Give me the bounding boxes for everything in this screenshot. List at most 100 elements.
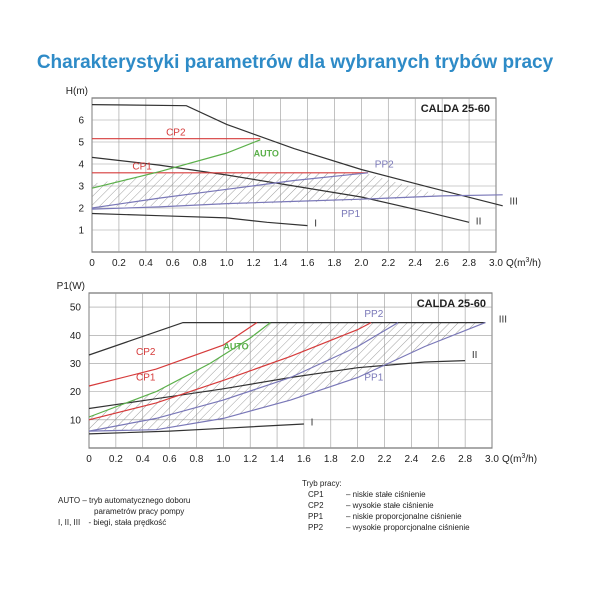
- series-label-auto: AUTO: [254, 148, 279, 158]
- legend-mode-item: PP2 – wysokie proporcjonalne ciśnienie: [302, 522, 470, 533]
- x-tick-label: 2.0: [351, 454, 365, 465]
- legend-speeds-row: I, II, III - biegi, stała prędkość: [58, 517, 190, 528]
- legend-left: AUTO – tryb automatycznego doboru parame…: [58, 495, 190, 528]
- series-line-cp1: [88, 322, 372, 421]
- legend-speeds-text: - biegi, stała prędkość: [88, 518, 167, 527]
- legend-mode-item: CP1 – niskie stałe ciśnienie: [302, 489, 470, 500]
- series-label-i: I: [311, 417, 314, 428]
- y-tick-label: 10: [70, 415, 82, 426]
- x-tick-label: 1.2: [247, 258, 261, 269]
- series-line-ii: [91, 156, 470, 223]
- legend-mode-key: CP1: [308, 490, 324, 499]
- x-tick-label: 3.0: [489, 258, 503, 269]
- x-tick-label: 1.0: [220, 258, 234, 269]
- series-line-pp2: [91, 172, 369, 209]
- y-tick-label: 5: [78, 138, 84, 149]
- series-line-i: [88, 423, 304, 435]
- legend-mode-key: CP2: [308, 501, 324, 510]
- x-tick-label: 0.2: [109, 454, 123, 465]
- legend-speeds-key: I, II, III: [58, 518, 81, 527]
- x-tick-label: 1.0: [216, 454, 230, 465]
- x-tick-label: 0.6: [163, 454, 177, 465]
- x-tick-label: 3.0: [485, 454, 499, 465]
- y-tick-label: 40: [70, 331, 82, 342]
- series-label-cp1: CP1: [136, 372, 156, 383]
- legend-mode-text: – wysokie stałe ciśnienie: [346, 501, 434, 510]
- y-tick-label: 20: [70, 387, 82, 398]
- y-axis-label: H(m): [66, 86, 88, 97]
- y-tick-label: 3: [78, 182, 84, 193]
- series-label-pp2: PP2: [375, 159, 394, 170]
- legend-auto-key: AUTO: [58, 496, 81, 505]
- x-tick-label: 0.8: [193, 258, 207, 269]
- legend-auto-text2-row: parametrów pracy pompy: [58, 506, 190, 517]
- y-tick-label: 4: [78, 160, 84, 171]
- x-axis-label: Q(m3/h): [506, 257, 541, 269]
- series-line-auto: [91, 139, 261, 189]
- chart-head-flow: 0 0.2 0.4 0.6 0.8 1.0 1.2 1.4 1.6 1.8 2.0 2.2 2.4 2.6…: [66, 86, 541, 269]
- series-line-cp2: [88, 322, 258, 387]
- x-tick-label: 2.8: [462, 258, 476, 269]
- series-label-cp1: CP1: [132, 162, 152, 173]
- x-tick-label: 1.8: [324, 454, 338, 465]
- x-tick-label: 2.8: [458, 454, 472, 465]
- y-tick-label: 1: [78, 226, 84, 237]
- x-tick-label: 2.6: [435, 258, 449, 269]
- x-tick-label: 1.4: [274, 258, 288, 269]
- x-tick-label: 0.4: [139, 258, 153, 269]
- operating-area-hatch: [92, 172, 503, 207]
- chart-title: CALDA 25-60: [417, 298, 486, 310]
- y-tick-label: 30: [70, 359, 82, 370]
- x-tick-label: 0.8: [190, 454, 204, 465]
- legend-auto-text: – tryb automatycznego doboru: [82, 496, 191, 505]
- x-tick-label: 2.6: [431, 454, 445, 465]
- legend-mode-text: – wysokie proporcjonalne ciśnienie: [346, 523, 470, 532]
- series-label-ii: II: [476, 217, 482, 228]
- series-label-i: I: [314, 219, 317, 230]
- series-label-pp2: PP2: [364, 309, 383, 320]
- series-label-ii: II: [472, 350, 478, 361]
- series-line-iii: [88, 322, 486, 356]
- legend-right: Tryb pracy: CP1– niskie stałe ciśnienie C…: [302, 478, 470, 533]
- legend-mode-item: CP2 – wysokie stałe ciśnienie: [302, 500, 470, 511]
- x-tick-label: 0.6: [166, 258, 180, 269]
- legend-mode-title: Tryb pracy:: [302, 479, 342, 488]
- chart-title: CALDA 25-60: [421, 103, 490, 115]
- operating-area-hatch: [89, 322, 486, 432]
- series-line-pp2: [88, 322, 399, 432]
- x-tick-label: 0.2: [112, 258, 126, 269]
- series-label-iii: III: [499, 315, 507, 326]
- series-label-cp2: CP2: [136, 347, 156, 358]
- y-tick-label: 6: [78, 116, 84, 127]
- x-tick-label: 1.4: [270, 454, 284, 465]
- x-tick-label: 1.2: [243, 454, 257, 465]
- legend-mode-text: – niskie stałe ciśnienie: [346, 490, 426, 499]
- x-tick-label: 2.2: [381, 258, 395, 269]
- series-label-iii: III: [509, 197, 517, 208]
- series-line-pp1: [91, 194, 503, 210]
- x-tick-label: 2.2: [378, 454, 392, 465]
- legend-mode-key: PP2: [308, 523, 324, 532]
- y-axis-label: P1(W): [57, 281, 85, 292]
- x-tick-label: 0.4: [136, 454, 150, 465]
- series-label-pp1: PP1: [341, 209, 360, 220]
- legend-mode-text: – niskie proporcjonalne ciśnienie: [346, 512, 462, 521]
- y-tick-label: 50: [70, 303, 82, 314]
- x-tick-label: 1.6: [297, 454, 311, 465]
- series-label-pp1: PP1: [364, 372, 383, 383]
- x-tick-label: 1.6: [301, 258, 315, 269]
- series-line-pp1: [88, 322, 486, 432]
- x-tick-label: 2.4: [408, 258, 422, 269]
- series-label-auto: AUTO: [223, 341, 248, 351]
- x-axis-label: Q(m3/h): [502, 453, 537, 465]
- x-tick-label: 1.8: [327, 258, 341, 269]
- series-label-cp2: CP2: [166, 127, 186, 138]
- series-line-iii: [91, 104, 503, 207]
- legend-mode-item: PP1 – niskie proporcjonalne ciśnienie: [302, 511, 470, 522]
- x-tick-label: 0: [86, 454, 92, 465]
- x-tick-label: 2.0: [354, 258, 368, 269]
- page-title: Charakterystyki parametrów dla wybranych…: [36, 52, 554, 73]
- y-tick-label: 2: [78, 204, 84, 215]
- legend-mode-key: PP1: [308, 512, 324, 521]
